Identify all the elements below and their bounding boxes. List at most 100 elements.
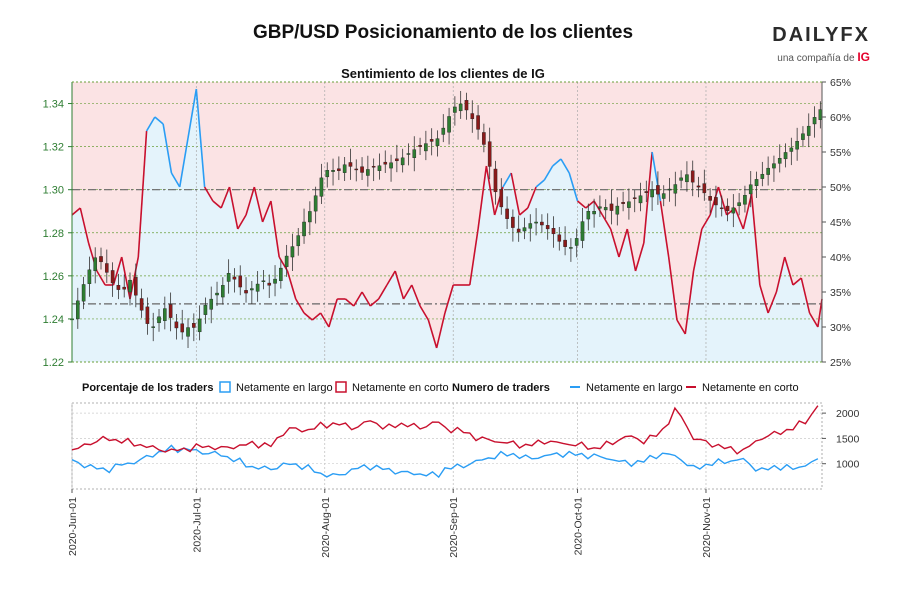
candle-body (603, 207, 608, 211)
sentiment-line-segment (750, 193, 761, 286)
chart-subtitle: Sentimiento de los clientes de IG (341, 66, 545, 81)
candle-body (580, 221, 585, 241)
candle-body (429, 139, 434, 142)
sentiment-line-segment (303, 312, 313, 321)
sentiment-line-segment (402, 284, 413, 300)
trader-count-panel: 1000 1500 2000 2020-Jun-01 2020-Jul-01 2020-A… (67, 402, 860, 558)
sentiment-line-segment (245, 186, 256, 216)
candle-body (197, 318, 202, 333)
candle-body (116, 285, 121, 290)
sentiment-line-segment (477, 165, 488, 230)
sentiment-line-segment (419, 305, 430, 321)
right-tick-label: 60% (830, 112, 851, 124)
candle-body (702, 183, 707, 194)
sentiment-line-segment (601, 214, 612, 230)
candle-body (371, 165, 376, 168)
candle-body (563, 239, 567, 247)
candle-body (725, 205, 730, 211)
sentiment-line-segment (295, 298, 305, 314)
candle-body (644, 191, 649, 193)
legend-pct-heading: Porcentaje de los traders (82, 382, 213, 394)
price-sentiment-panel: 1.22 1.24 1.26 1.28 1.30 1.32 1.34 25% 30% 35% 40%… (43, 77, 851, 369)
candle-body (279, 267, 283, 281)
candle-body (110, 270, 115, 284)
legend-num-heading: Numero de traders (452, 382, 550, 394)
sentiment-line-segment (328, 298, 338, 328)
sentiment-line-segment (552, 158, 562, 167)
candle-body (250, 288, 254, 291)
candle-body (273, 278, 277, 284)
right-tick-label: 35% (830, 287, 851, 299)
candle-body (528, 223, 533, 229)
candle-body (238, 275, 243, 288)
candle-body (261, 280, 266, 282)
long-fill-area (72, 89, 822, 362)
count-long-line (71, 444, 819, 479)
candle-body (325, 170, 330, 178)
sentiment-line-segment (79, 207, 90, 244)
logo-word: DAILYFX (772, 24, 870, 46)
left-tick-label: 1.26 (43, 271, 64, 283)
sentiment-line-segment (220, 186, 231, 209)
candle-body (627, 201, 631, 208)
left-tick-label: 1.32 (43, 142, 64, 154)
candle-body (505, 208, 509, 219)
candle-body (441, 127, 446, 135)
sentiment-line-segment (626, 228, 637, 272)
candle-body (679, 177, 683, 181)
x-tick-label: 2020-Oct-01 (573, 497, 585, 556)
candle-body (801, 133, 805, 140)
candle-body (342, 164, 347, 173)
candle-body (354, 168, 359, 171)
count-short-line (71, 405, 819, 455)
candle-body (447, 116, 451, 133)
logo-subtext: una compañía de IG (777, 50, 870, 64)
candle-body (192, 323, 196, 328)
candle-body (151, 326, 156, 328)
sentiment-line-segment (270, 200, 280, 258)
sentiment-line-segment (767, 291, 778, 314)
sentiment-line-segment (386, 270, 396, 286)
candle-body (574, 238, 579, 246)
candle-body (87, 269, 92, 284)
candle-body (685, 174, 689, 183)
candle-body (313, 195, 318, 212)
x-tick-label: 2020-Jul-01 (191, 497, 203, 553)
candle-body (255, 283, 260, 292)
dailyfx-logo: DAILYFX una compañía de IG (760, 24, 870, 64)
candle-body (290, 246, 295, 258)
ig-brand: IG (857, 50, 870, 64)
sentiment-line-segment (411, 284, 421, 307)
sentiment-line-segment (568, 172, 579, 202)
candle-body (244, 290, 248, 294)
candle-body (458, 103, 463, 112)
candle-body (789, 147, 794, 152)
sentiment-line-segment (96, 270, 106, 286)
candle-body (157, 316, 161, 324)
candle-body (772, 163, 776, 169)
candle-body (395, 158, 399, 162)
right-tick-label: 45% (830, 217, 851, 229)
candle-body (638, 195, 643, 204)
sentiment-line-segment (585, 200, 595, 209)
right-tick-label: 50% (830, 182, 851, 194)
candle-body (760, 173, 765, 179)
candle-body (232, 276, 237, 280)
candle-body (221, 285, 225, 298)
x-tick-label: 2020-Aug-01 (320, 497, 332, 558)
candle-body (569, 247, 573, 249)
candle-body (145, 306, 150, 324)
right-tick-label: 65% (830, 77, 851, 89)
chart-title: GBP/USD Posicionamiento de los clientes (252, 22, 634, 43)
sentiment-line-segment (643, 151, 653, 244)
candle-body (667, 188, 672, 191)
legend: Porcentaje de los traders Netamente en l… (82, 381, 799, 394)
right-tick-label: 55% (830, 147, 851, 159)
sentiment-line-segment (145, 116, 156, 132)
candle-body (592, 211, 596, 215)
sentiment-line-segment (808, 312, 819, 328)
count-panel-frame (71, 402, 823, 490)
candle-body (134, 276, 138, 296)
x-tick-label: 2020-Sep-01 (448, 497, 460, 558)
candle-body (696, 185, 701, 188)
